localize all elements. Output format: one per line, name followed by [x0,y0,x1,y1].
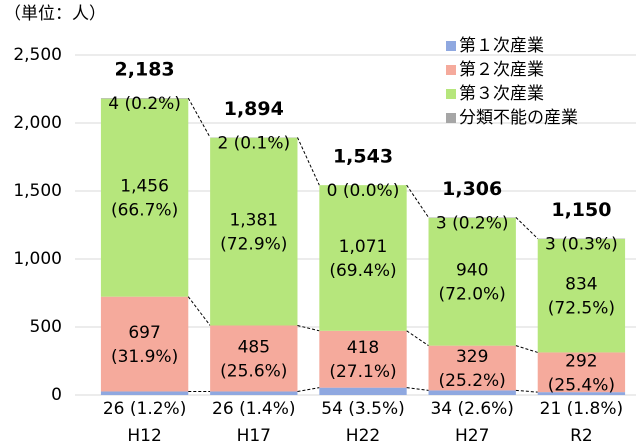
bar-segment [210,137,298,326]
total-label: 1,894 [224,98,284,120]
value-label: 26 (1.2%) [103,399,187,419]
total-label: 1,150 [551,199,611,221]
unit-label: （単位：人） [4,4,106,24]
bar-segment [100,98,189,297]
x-tick-label: H27 [455,426,489,446]
bar-segment [428,217,516,346]
value-label: 4 (0.2%) [108,94,181,114]
bar-segment [537,239,626,353]
bar-segment [100,296,189,392]
x-tick-label: R2 [570,426,593,446]
legend-swatch [446,89,456,99]
bar-segment [537,352,626,393]
value-label-line: 292 [565,351,597,371]
bar-segment [428,390,516,395]
value-label: 329 (25.2%) [439,347,506,391]
connector [187,97,211,138]
x-tick-label: H17 [237,426,271,446]
legend-label: 第３次産業 [459,84,544,104]
y-tick-label: 1,000 [13,249,62,269]
value-label-line: 940 [456,261,488,281]
connector [406,387,429,391]
connector [515,345,538,353]
bar-segment [210,391,298,395]
value-label-line: (25.6%) [220,361,287,381]
value-label-line: 485 [238,337,270,357]
bar-segment [319,330,407,388]
legend-swatch [446,41,456,51]
y-tick-label: 2,500 [13,45,62,65]
bar-segment [537,392,626,395]
connector [406,330,429,347]
connector [406,184,429,218]
legend-label: 第２次産業 [459,60,544,80]
value-label: 0 (0.0%) [327,181,400,201]
value-label-line: (25.2%) [439,371,506,391]
connector [515,217,539,239]
value-label-line: 1,456 [120,177,169,197]
value-label-line: 697 [128,323,160,343]
value-label-line: (72.5%) [548,299,615,319]
value-label: 2 (0.1%) [217,133,290,153]
value-label: 21 (1.8%) [540,399,624,419]
value-label-line: (72.9%) [220,235,287,255]
value-label-line: (31.9%) [111,347,178,367]
legend-label: 分類不能の産業 [459,108,578,128]
total-label: 1,543 [333,146,393,168]
legend-swatch [446,113,456,123]
value-label: 697 (31.9%) [111,323,178,367]
value-label: 26 (1.4%) [212,399,296,419]
value-label-line: 418 [347,338,379,358]
bar-segment [319,387,407,395]
value-label-line: (69.4%) [329,261,396,281]
legend-label: 第１次産業 [459,36,544,56]
value-label: 418 (27.1%) [329,338,396,382]
value-label: 940 (72.0%) [439,261,506,305]
bar-segment [428,345,516,391]
value-label: 1,456 (66.7%) [111,177,178,221]
y-tick-label: 500 [30,317,62,337]
y-tick-label: 1,500 [13,181,62,201]
y-tick-label: 2,000 [13,113,62,133]
value-label-line: 329 [456,347,488,367]
bar-segment [319,185,407,331]
value-label: 54 (3.5%) [321,399,405,419]
value-label-line: (27.1%) [329,362,396,382]
value-label-line: 1,381 [229,211,278,231]
x-tick-label: H22 [346,426,380,446]
value-label: 834 (72.5%) [548,275,615,319]
value-label: 34 (2.6%) [430,399,514,419]
bar-segment [100,391,189,395]
connector [297,325,320,332]
bar-segment [210,325,298,392]
value-label-line: (72.0%) [439,285,506,305]
connector [297,137,320,186]
total-label: 2,183 [115,59,175,81]
x-tick-label: H12 [127,426,161,446]
total-label: 1,306 [442,178,502,200]
value-label: 3 (0.3%) [545,235,618,255]
connector [515,389,538,393]
connector [297,387,320,392]
connector [187,296,211,326]
value-label: 485 (25.6%) [220,337,287,381]
legend-swatch [446,65,456,75]
value-label-line: 834 [565,275,597,295]
y-tick-label: 0 [51,385,62,405]
value-label: 292 (25.4%) [548,351,615,395]
bar-segment [100,98,189,99]
value-label-line: (25.4%) [548,375,615,395]
value-label: 1,381 (72.9%) [220,211,287,255]
value-label-line: 1,071 [339,237,388,257]
value-label: 3 (0.2%) [436,213,509,233]
value-label: 1,071 (69.4%) [329,237,396,281]
value-label-line: (66.7%) [111,201,178,221]
